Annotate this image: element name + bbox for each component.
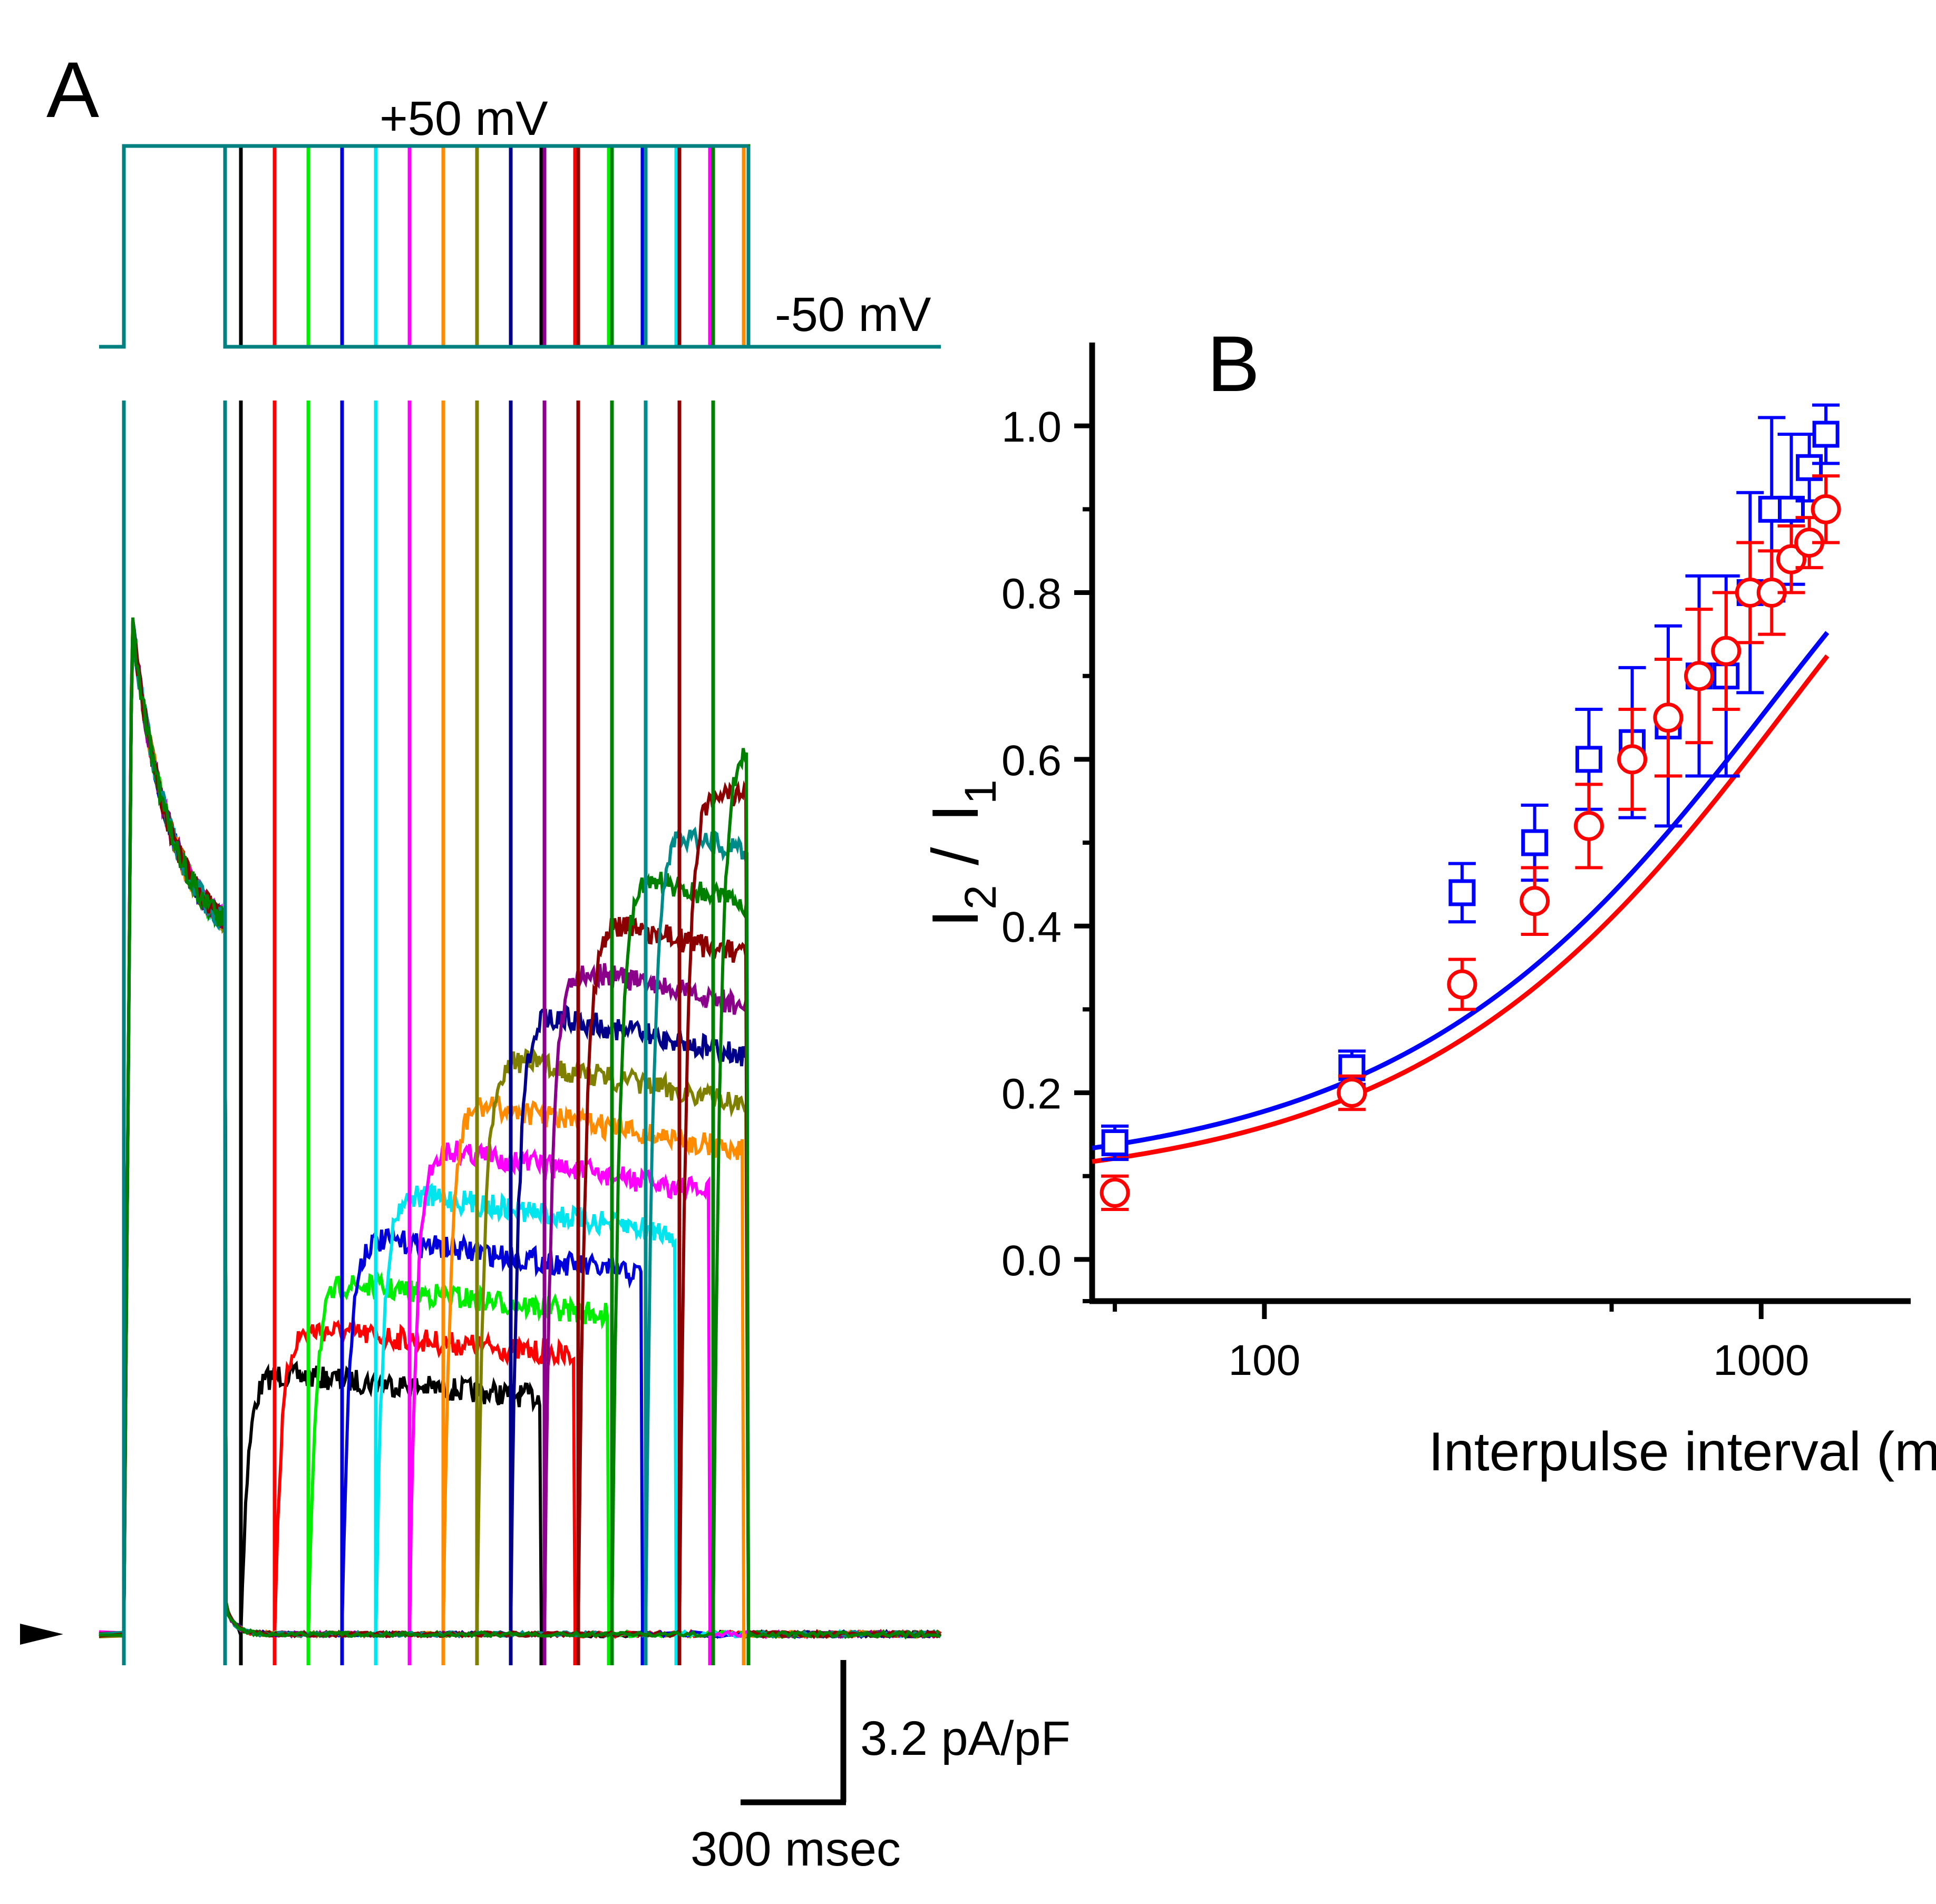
y-tick-label: 1.0 <box>1001 403 1062 451</box>
y-axis-title-main-2: I <box>919 804 992 822</box>
voltage-protocol <box>99 144 941 349</box>
x-axis-ticks: 100 1000 <box>1113 1301 1809 1384</box>
panel-b-chart: B 0.0 0.2 0.4 0.6 0.8 1.0 100 1000 Interpulse … <box>919 319 1936 1482</box>
data-point-square <box>1812 421 1840 448</box>
panel-b-label: B <box>1207 319 1260 408</box>
data-point-circle <box>1617 744 1648 775</box>
y-axis-title-sub-bottom: 1 <box>956 779 1005 804</box>
voltage-high-label: +50 mV <box>380 92 548 145</box>
x-tick-label: 1000 <box>1713 1336 1809 1384</box>
y-axis-title-separator: / <box>919 847 992 865</box>
fit-curve <box>1092 654 1830 1164</box>
zero-current-marker-icon <box>20 1624 63 1645</box>
data-point-circle <box>1447 969 1477 1000</box>
data-point-circle <box>1520 886 1550 916</box>
data-point-circle <box>1684 661 1715 691</box>
scale-time-label: 300 msec <box>690 1822 901 1876</box>
fit-curve <box>1092 631 1830 1151</box>
y-axis-title-sub-top: 2 <box>956 885 1005 910</box>
y-axis-ticks: 0.0 0.2 0.4 0.6 0.8 1.0 <box>1001 403 1092 1303</box>
data-point-circle <box>1337 1078 1367 1108</box>
data-point-circle <box>1573 811 1604 841</box>
fit-curves <box>1092 631 1830 1164</box>
current-trace <box>99 621 941 1640</box>
y-axis-title-main: I <box>919 910 992 927</box>
data-point-circle <box>1776 544 1806 574</box>
data-point-square <box>1521 829 1549 856</box>
scale-current-label: 3.2 pA/pF <box>860 1712 1071 1765</box>
data-point-circle <box>1711 636 1742 666</box>
panel-a-label: A <box>46 45 99 134</box>
data-point-square <box>1101 1129 1128 1156</box>
y-tick-label: 0.6 <box>1001 737 1062 785</box>
current-traces <box>99 401 942 1665</box>
y-tick-label: 0.0 <box>1001 1237 1062 1285</box>
data-point-circle <box>1100 1177 1130 1208</box>
data-point-square <box>1575 746 1602 773</box>
y-tick-label: 0.8 <box>1001 570 1062 618</box>
x-tick-label: 100 <box>1228 1336 1300 1384</box>
data-point-circle <box>1811 494 1841 524</box>
panel-a: A +50 mV -50 mV 3.2 pA/pF 300 msec <box>20 45 1071 1876</box>
voltage-low-label: -50 mV <box>775 288 931 341</box>
y-tick-label: 0.4 <box>1001 903 1062 951</box>
data-point-square <box>1448 879 1476 906</box>
protocol-trace-final <box>99 144 941 349</box>
scale-bar: 3.2 pA/pF 300 msec <box>690 1660 1071 1876</box>
data-point-circle <box>1653 702 1684 733</box>
y-axis-title: I 2 / I 1 <box>919 779 1005 927</box>
y-tick-label: 0.2 <box>1001 1070 1062 1118</box>
x-axis-title: Interpulse interval (msec) <box>1428 1421 1936 1482</box>
data-points <box>1100 403 1841 1212</box>
